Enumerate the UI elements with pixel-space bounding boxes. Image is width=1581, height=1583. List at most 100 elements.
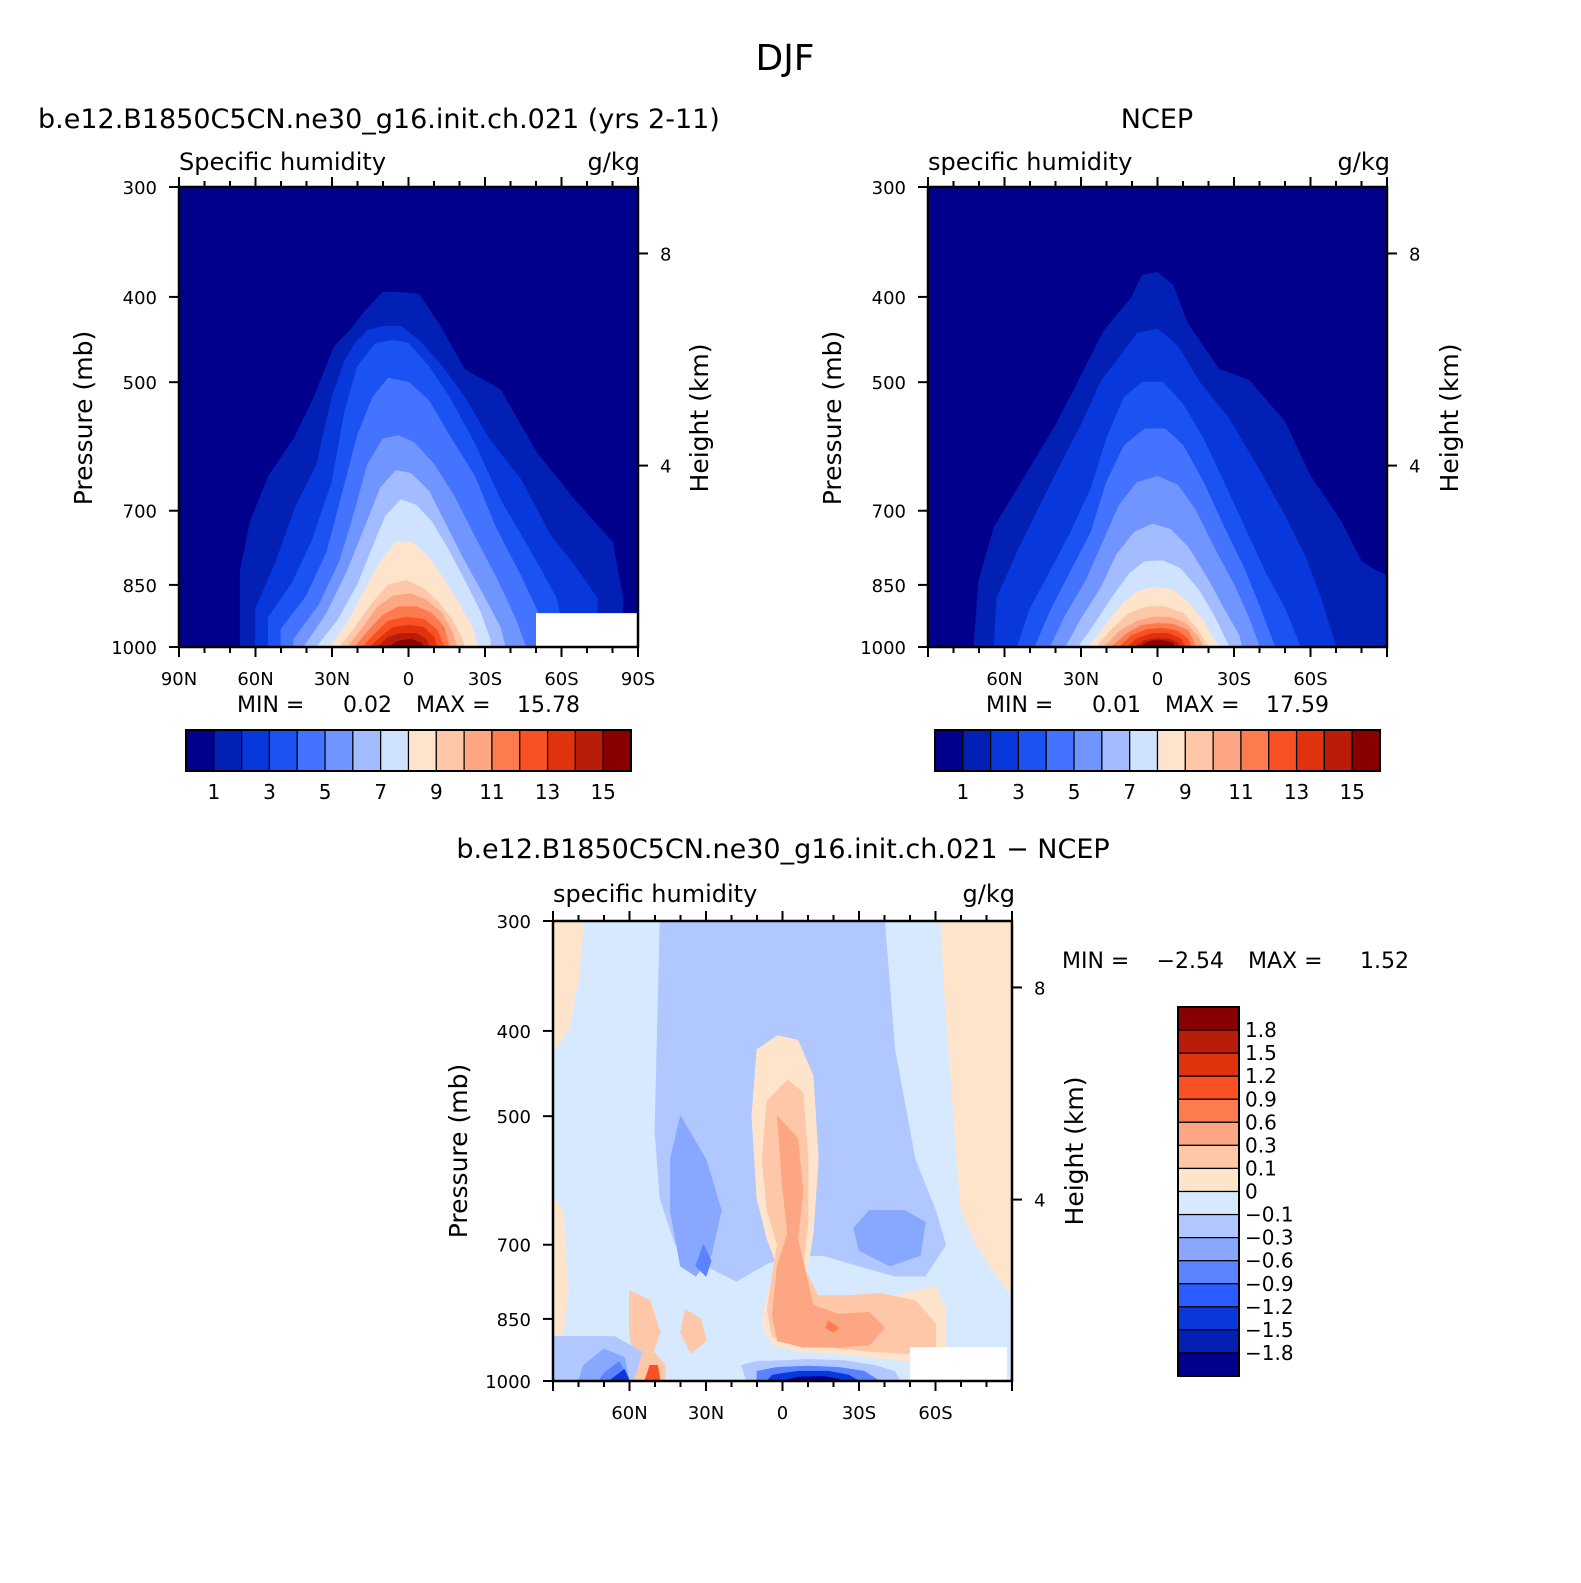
diff-colorbar-label-3: 0.9 [1245, 1087, 1277, 1111]
obs-colorbar-label-5: 5 [1068, 780, 1081, 804]
diff-contour-region-16 [608, 1369, 630, 1381]
diff-colorbar-swatch-12 [1177, 1283, 1240, 1308]
obs-colorbar-label-15: 15 [1339, 780, 1364, 804]
model-colorbar: 1 3 5 7 9 11 13 15 [185, 729, 632, 804]
model-pressure-axis-label: Pressure (mb) [69, 331, 98, 505]
obs-colorbar-swatch-10 [1212, 729, 1242, 772]
model-colorbar-swatch-11 [491, 729, 521, 772]
model-variable-label: Specific humidity [179, 148, 386, 176]
model-pressure-tick-label-300: 300 [123, 178, 157, 199]
diff-colorbar-swatch-11 [1177, 1260, 1240, 1285]
model-title: b.e12.B1850C5CN.ne30_g16.init.ch.021 (yr… [38, 104, 720, 135]
model-lat-tick-label-90S: 90S [621, 669, 655, 690]
model-min-label: MIN = [237, 693, 304, 718]
obs-colorbar: 1 3 5 7 9 11 13 15 [934, 729, 1381, 804]
obs-height-axis-label: Height (km) [1435, 344, 1464, 493]
diff-lat-tick-label-30S: 30S [842, 1403, 876, 1424]
obs-colorbar-label-9: 9 [1179, 780, 1192, 804]
model-colorbar-label-1: 1 [207, 780, 220, 804]
model-height-axis-label: Height (km) [685, 344, 714, 493]
obs-panel: NCEP specific humidity g/kg 300400500700… [818, 104, 1464, 804]
diff-colorbar: 1.81.51.20.90.60.30.10−0.1−0.3−0.6−0.9−1… [1177, 1006, 1294, 1377]
diff-contour-region-18 [644, 1365, 661, 1381]
obs-contour-region-14 [1139, 640, 1176, 647]
diff-colorbar-swatch-7 [1177, 1167, 1240, 1193]
diff-missing-data-mask-0 [910, 1347, 1007, 1381]
obs-colorbar-swatch-13 [1295, 729, 1325, 772]
model-colorbar-swatch-12 [519, 729, 549, 772]
diff-colorbar-label-12: −1.2 [1245, 1295, 1294, 1319]
model-max-label: MAX = [416, 693, 491, 718]
model-pressure-tick-label-400: 400 [123, 288, 157, 309]
diff-contour-region-9 [853, 1210, 926, 1267]
diff-contour-region-6 [771, 1115, 885, 1348]
diff-pressure-tick-label-400: 400 [497, 1022, 531, 1043]
model-lat-tick-label-0: 0 [403, 669, 414, 690]
model-lat-tick-label-60S: 60S [544, 669, 578, 690]
diff-colorbar-swatch-0 [1177, 1006, 1240, 1031]
model-colorbar-swatch-10 [463, 729, 493, 772]
model-colorbar-swatch-5 [324, 729, 354, 772]
model-pressure-tick-label-850: 850 [123, 576, 157, 597]
obs-colorbar-swatch-3 [1017, 729, 1047, 772]
obs-colorbar-swatch-11 [1240, 729, 1270, 772]
obs-pressure-tick-label-300: 300 [872, 178, 906, 199]
diff-colorbar-label-0: 1.8 [1245, 1018, 1277, 1042]
obs-height-tick-label-4: 4 [1409, 457, 1420, 478]
model-colorbar-swatch-15 [602, 729, 632, 772]
diff-colorbar-swatch-9 [1177, 1213, 1240, 1239]
diff-pressure-tick-label-500: 500 [497, 1107, 531, 1128]
model-colorbar-swatch-0 [185, 729, 215, 772]
obs-colorbar-label-11: 11 [1228, 780, 1253, 804]
obs-title: NCEP [1121, 104, 1193, 135]
diff-lat-tick-label-30N: 30N [688, 1403, 724, 1424]
obs-units-label: g/kg [1338, 148, 1390, 176]
diff-lat-tick-label-0: 0 [777, 1403, 788, 1424]
model-lat-tick-label-30S: 30S [468, 669, 502, 690]
diff-units-label: g/kg [963, 880, 1015, 908]
obs-lat-tick-label-0: 0 [1152, 669, 1163, 690]
diff-min-label: MIN = [1062, 949, 1129, 974]
obs-colorbar-swatch-5 [1073, 729, 1103, 772]
obs-max-value: 17.59 [1266, 693, 1329, 718]
diff-colorbar-swatch-2 [1177, 1052, 1240, 1077]
diff-colorbar-swatch-5 [1177, 1121, 1240, 1146]
model-axes: 300 400 500 700 850 1000 8 4 90N 60N 30N 0 30S 60S 90S [111, 177, 671, 690]
obs-colorbar-swatch-0 [934, 729, 964, 772]
diff-colorbar-swatch-15 [1177, 1352, 1240, 1377]
model-colorbar-swatch-4 [296, 729, 326, 772]
obs-pressure-tick-label-850: 850 [872, 576, 906, 597]
obs-colorbar-label-3: 3 [1012, 780, 1025, 804]
diff-colorbar-label-1: 1.5 [1245, 1041, 1277, 1065]
model-colorbar-swatch-3 [268, 729, 298, 772]
model-panel: b.e12.B1850C5CN.ne30_g16.init.ch.021 (yr… [38, 104, 720, 804]
model-colorbar-label-7: 7 [374, 780, 387, 804]
obs-lat-tick-label-30S: 30S [1217, 669, 1251, 690]
model-colorbar-label-3: 3 [263, 780, 276, 804]
diff-colorbar-label-8: −0.1 [1245, 1203, 1294, 1227]
diff-colorbar-label-10: −0.6 [1245, 1249, 1294, 1273]
model-colorbar-swatch-14 [574, 729, 604, 772]
diff-contour-region-0 [553, 921, 584, 1050]
model-colorbar-swatch-13 [546, 729, 576, 772]
diff-contour-region-10 [695, 1244, 712, 1277]
model-colorbar-swatch-2 [241, 729, 271, 772]
model-colorbar-label-11: 11 [479, 780, 504, 804]
diff-colorbar-swatch-1 [1177, 1029, 1240, 1054]
model-missing-data-mask-0 [536, 613, 638, 647]
obs-colorbar-label-7: 7 [1123, 780, 1136, 804]
obs-colorbar-label-1: 1 [956, 780, 969, 804]
diff-colorbar-swatch-3 [1177, 1075, 1240, 1100]
model-colorbar-frame [185, 729, 632, 772]
model-pressure-tick-label-500: 500 [123, 373, 157, 394]
model-min-value: 0.02 [343, 693, 392, 718]
figure-title: DJF [755, 38, 814, 79]
obs-pressure-axis-label: Pressure (mb) [818, 331, 847, 505]
obs-colorbar-swatch-9 [1184, 729, 1214, 772]
model-colorbar-label-5: 5 [319, 780, 332, 804]
model-colorbar-swatch-6 [352, 729, 382, 772]
diff-colorbar-label-6: 0.1 [1245, 1156, 1277, 1180]
model-contour-region-14 [387, 638, 425, 647]
diff-max-value: 1.52 [1360, 949, 1409, 974]
